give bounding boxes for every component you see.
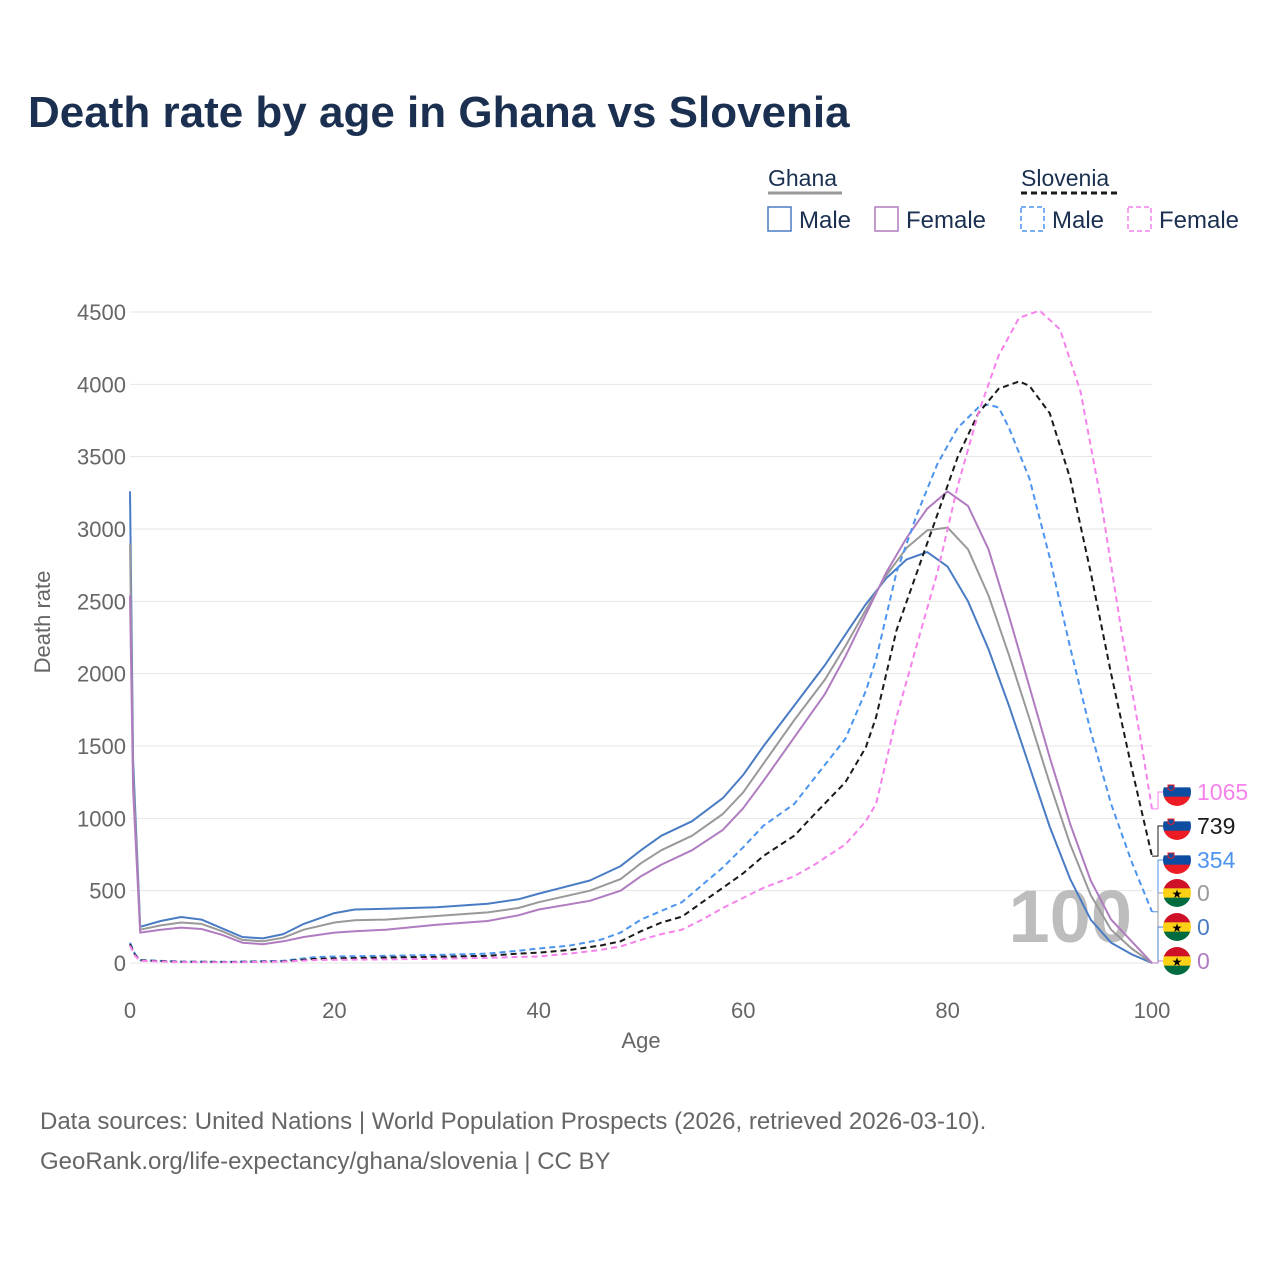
end-value-label: 739 bbox=[1197, 813, 1235, 839]
flag-stripe bbox=[1163, 812, 1191, 822]
legend-item-label: Female bbox=[1159, 207, 1239, 234]
end-value-label: 1065 bbox=[1197, 779, 1248, 805]
current-age-watermark: 100 bbox=[1009, 875, 1132, 958]
legend: Ghana Male Female Slovenia Male Female bbox=[767, 165, 1239, 234]
series-line-ghana-male bbox=[129, 491, 1153, 964]
flag-stripe bbox=[1163, 846, 1191, 856]
x-tick-label: 20 bbox=[322, 998, 346, 1023]
legend-swatch[interactable] bbox=[874, 206, 899, 232]
y-tick-label: 1000 bbox=[77, 806, 126, 831]
end-labels: 1065 739 354 ★ 0 ★ 0 ★ 0 bbox=[1152, 778, 1248, 975]
x-tick-label: 0 bbox=[124, 998, 136, 1023]
series-lines bbox=[129, 309, 1153, 964]
flag-stripe bbox=[1163, 864, 1191, 874]
chart-title: Death rate by age in Ghana vs Slovenia bbox=[28, 88, 850, 137]
y-tick-label: 2000 bbox=[77, 662, 126, 687]
flag-ghana-icon: ★ bbox=[1163, 913, 1191, 941]
flag-slovenia-icon bbox=[1163, 846, 1191, 874]
y-tick-label: 500 bbox=[89, 879, 126, 904]
y-tick-label: 3500 bbox=[77, 445, 126, 470]
flag-stripe bbox=[1163, 796, 1191, 806]
series-line-ghana-female bbox=[129, 490, 1153, 964]
flag-ghana-icon: ★ bbox=[1163, 947, 1191, 975]
flag-slovenia-icon bbox=[1163, 812, 1191, 840]
end-value-label: 0 bbox=[1197, 948, 1210, 974]
legend-item-label: Male bbox=[799, 207, 851, 234]
flag-stripe bbox=[1163, 947, 1191, 957]
flag-shield-icon bbox=[1167, 852, 1175, 859]
grid-lines bbox=[130, 311, 1152, 964]
flag-stripe bbox=[1163, 913, 1191, 923]
series-line-slovenia-female bbox=[129, 309, 1153, 964]
y-tick-label: 3000 bbox=[77, 517, 126, 542]
x-tick-label: 60 bbox=[731, 998, 755, 1023]
flag-stripe bbox=[1163, 922, 1191, 933]
source-line-1: Data sources: United Nations | World Pop… bbox=[40, 1108, 987, 1135]
legend-swatch[interactable] bbox=[1127, 206, 1152, 232]
end-label-connector bbox=[1152, 825, 1163, 857]
flag-stripe bbox=[1163, 931, 1191, 941]
y-axis-title: Death rate bbox=[30, 571, 55, 674]
flag-star-icon: ★ bbox=[1172, 921, 1183, 935]
flag-slovenia-icon bbox=[1163, 778, 1191, 806]
flag-star-icon: ★ bbox=[1172, 955, 1183, 969]
flag-shield-icon bbox=[1167, 784, 1175, 791]
flag-stripe bbox=[1163, 956, 1191, 967]
legend-group-title: Ghana bbox=[768, 165, 837, 191]
end-label-connector bbox=[1152, 791, 1163, 810]
y-tick-label: 0 bbox=[114, 951, 126, 976]
flag-stripe bbox=[1163, 778, 1191, 788]
end-value-label: 0 bbox=[1197, 880, 1210, 906]
flag-shield-icon bbox=[1167, 818, 1175, 825]
flag-star-icon: ★ bbox=[1172, 887, 1183, 901]
end-label-connector bbox=[1152, 960, 1163, 964]
flag-stripe bbox=[1163, 787, 1191, 798]
series-line-ghana-total bbox=[129, 526, 1153, 964]
flag-stripe bbox=[1163, 888, 1191, 899]
flag-stripe bbox=[1163, 897, 1191, 907]
flag-stripe bbox=[1163, 830, 1191, 840]
x-tick-label: 100 bbox=[1134, 998, 1171, 1023]
legend-item-label: Female bbox=[906, 207, 986, 234]
legend-swatch[interactable] bbox=[1020, 206, 1045, 232]
x-tick-label: 40 bbox=[527, 998, 551, 1023]
flag-ghana-icon: ★ bbox=[1163, 879, 1191, 907]
legend-group-title: Slovenia bbox=[1021, 165, 1109, 191]
y-tick-label: 2500 bbox=[77, 589, 126, 614]
flag-stripe bbox=[1163, 965, 1191, 975]
end-value-label: 0 bbox=[1197, 914, 1210, 940]
x-tick-label: 80 bbox=[935, 998, 959, 1023]
end-value-label: 354 bbox=[1197, 847, 1236, 873]
x-axis-title: Age bbox=[621, 1028, 660, 1053]
legend-item-label: Male bbox=[1052, 207, 1104, 234]
flag-stripe bbox=[1163, 855, 1191, 866]
y-tick-label: 4500 bbox=[77, 300, 126, 325]
flag-stripe bbox=[1163, 879, 1191, 889]
series-line-slovenia-total bbox=[129, 380, 1153, 963]
end-label-connector bbox=[1152, 859, 1163, 913]
series-line-slovenia-male bbox=[129, 403, 1153, 963]
y-tick-label: 1500 bbox=[77, 734, 126, 759]
source-line-2: GeoRank.org/life-expectancy/ghana/sloven… bbox=[40, 1148, 611, 1175]
axes: 0 500 1000 1500 2000 2500 3000 3500 4000 4500 0 20 4… bbox=[30, 300, 1170, 1053]
end-label-connector bbox=[1152, 926, 1163, 964]
flag-stripe bbox=[1163, 821, 1191, 832]
y-tick-label: 4000 bbox=[77, 372, 126, 397]
legend-swatch[interactable] bbox=[767, 206, 792, 232]
